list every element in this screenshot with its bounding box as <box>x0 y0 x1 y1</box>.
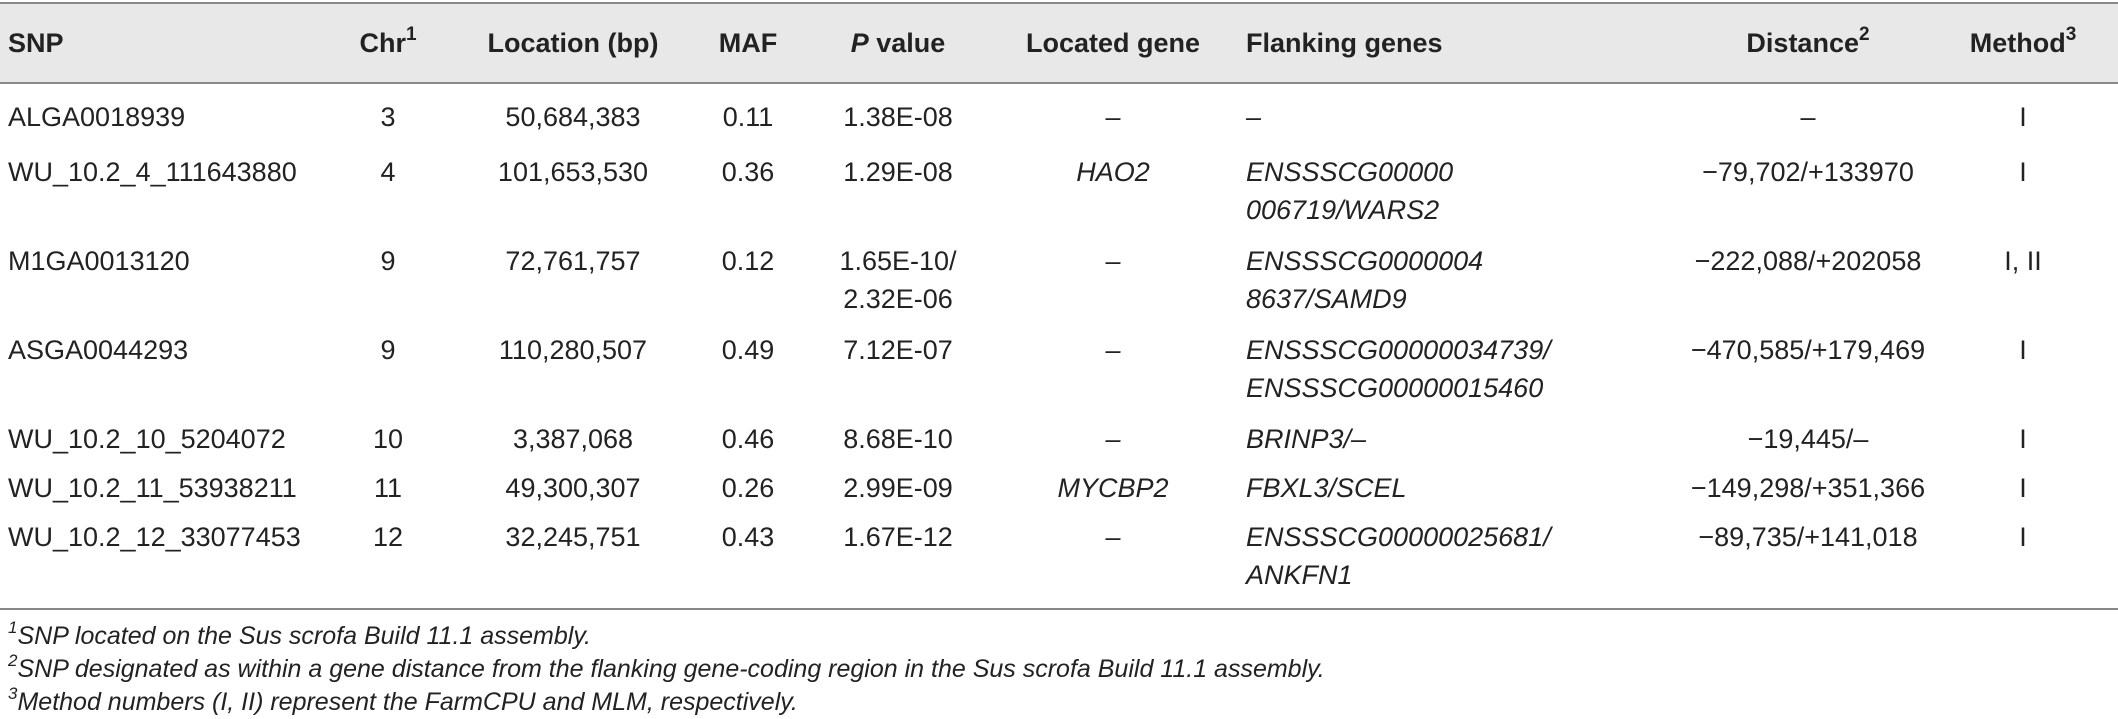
header-located-gene: Located gene <box>988 2 1238 84</box>
cell-snp: ALGA0018939 <box>8 102 186 132</box>
cell-flanking-genes: FBXL3/SCEL <box>1246 473 1407 503</box>
cell-located-gene: – <box>1105 102 1121 132</box>
cell-method: I, II <box>2004 246 2042 276</box>
header-distance: Distance2 <box>1688 2 1928 84</box>
header-flanking-genes: Flanking genes <box>1238 2 1688 84</box>
cell-flanking-genes: ENSSSCG00000025681/ANKFN1 <box>1238 511 1688 610</box>
cell-maf: 0.46 <box>721 424 775 454</box>
cell-maf: 0.11 <box>722 102 774 132</box>
table-body: ALGA0018939 3 50,684,383 0.11 1.38E-08 –… <box>0 83 2118 610</box>
cell-snp: WU_10.2_11_53938211 <box>8 473 297 503</box>
table-row: M1GA0013120 9 72,761,757 0.12 1.65E-10/2… <box>0 235 2118 324</box>
cell-located-gene: – <box>1105 424 1121 454</box>
cell-location: 72,761,757 <box>505 246 641 276</box>
cell-located-gene: HAO2 <box>1076 157 1150 187</box>
cell-location: 50,684,383 <box>505 102 641 132</box>
header-maf: MAF <box>688 2 808 84</box>
cell-located-gene: – <box>988 511 1238 610</box>
cell-maf: 0.43 <box>688 511 808 610</box>
footnote-2: 2SNP designated as within a gene distanc… <box>8 650 1325 683</box>
cell-chr: 10 <box>372 424 404 454</box>
header-chr: Chr1 <box>318 2 458 84</box>
table-row: WU_10.2_11_53938211 11 49,300,307 0.26 2… <box>0 462 2118 511</box>
cell-located-gene: MYCBP2 <box>1057 473 1169 503</box>
cell-location: 32,245,751 <box>458 511 688 610</box>
table-row: ALGA0018939 3 50,684,383 0.11 1.38E-08 –… <box>0 83 2118 146</box>
cell-distance: −222,088/+202058 <box>1694 246 1922 276</box>
cell-p-value: 1.67E-12 <box>808 511 988 610</box>
cell-located-gene: – <box>1105 246 1121 276</box>
header-snp: SNP <box>0 2 318 84</box>
cell-distance: −149,298/+351,366 <box>1690 473 1926 503</box>
cell-flanking-genes: ENSSSCG0000004 8637/SAMD9 <box>1246 246 1484 314</box>
cell-method: I <box>2019 424 2027 454</box>
cell-flanking-genes: BRINP3/– <box>1246 424 1367 454</box>
cell-distance: −470,585/+179,469 <box>1690 335 1926 365</box>
cell-maf: 0.49 <box>721 335 775 365</box>
cell-p-value: 1.29E-08 <box>843 157 953 187</box>
table-header: SNP Chr1 Location (bp) MAF P value Locat… <box>0 2 2118 84</box>
cell-method: I <box>2019 335 2027 365</box>
header-location: Location (bp) <box>458 2 688 84</box>
cell-maf: 0.26 <box>721 473 775 503</box>
cell-distance: – <box>1800 102 1816 132</box>
cell-chr: 12 <box>318 511 458 610</box>
footnote-3: 3Method numbers (I, II) represent the Fa… <box>8 683 798 716</box>
cell-chr: 3 <box>380 102 396 132</box>
cell-location: 49,300,307 <box>505 473 641 503</box>
cell-chr: 9 <box>380 335 396 365</box>
cell-location: 3,387,068 <box>512 424 634 454</box>
cell-chr: 4 <box>380 157 396 187</box>
cell-snp: WU_10.2_12_33077453 <box>0 511 318 610</box>
header-row: SNP Chr1 Location (bp) MAF P value Locat… <box>0 2 2118 84</box>
cell-location: 110,280,507 <box>498 335 648 365</box>
cell-method: I <box>2019 102 2027 132</box>
cell-snp: WU_10.2_4_111643880 <box>8 157 297 187</box>
table-footnotes: 1SNP located on the Sus scrofa Build 11.… <box>8 617 1325 719</box>
table-row: WU_10.2_4_111643880 4 101,653,530 0.36 1… <box>0 146 2118 235</box>
snp-table: SNP Chr1 Location (bp) MAF P value Locat… <box>0 2 2118 610</box>
cell-p-value: 8.68E-10 <box>843 424 953 454</box>
cell-chr: 11 <box>373 473 403 503</box>
cell-flanking-genes: ENSSSCG00000 006719/WARS2 <box>1246 157 1454 225</box>
snp-table-container: SNP Chr1 Location (bp) MAF P value Locat… <box>0 2 2118 610</box>
table-row: ASGA0044293 9 110,280,507 0.49 7.12E-07 … <box>0 324 2118 413</box>
cell-distance: −19,445/– <box>1747 424 1869 454</box>
cell-maf: 0.36 <box>721 157 775 187</box>
cell-method: I <box>1928 511 2118 610</box>
cell-distance: −79,702/+133970 <box>1702 157 1914 187</box>
cell-snp: ASGA0044293 <box>8 335 189 365</box>
cell-location: 101,653,530 <box>497 157 649 187</box>
cell-p-value: 7.12E-07 <box>843 335 953 365</box>
footnote-1: 1SNP located on the Sus scrofa Build 11.… <box>8 617 591 650</box>
cell-p-value: 1.38E-08 <box>843 102 953 132</box>
cell-snp: M1GA0013120 <box>8 246 190 276</box>
cell-snp: WU_10.2_10_5204072 <box>8 424 286 454</box>
table-row: WU_10.2_10_5204072 10 3,387,068 0.46 8.6… <box>0 413 2118 462</box>
cell-method: I <box>2019 157 2027 187</box>
cell-method: I <box>2019 473 2027 503</box>
cell-flanking-genes: ENSSSCG00000034739/ENSSSCG00000015460 <box>1246 335 1551 403</box>
cell-p-value: 1.65E-10/2.32E-06 <box>839 246 957 314</box>
cell-p-value: 2.99E-09 <box>843 473 953 503</box>
header-method: Method3 <box>1928 2 2118 84</box>
cell-located-gene: – <box>1105 335 1121 365</box>
header-p-value: P value <box>808 2 988 84</box>
table-row: WU_10.2_12_33077453 12 32,245,751 0.43 1… <box>0 511 2118 610</box>
cell-chr: 9 <box>380 246 396 276</box>
cell-distance: −89,735/+141,018 <box>1688 511 1928 610</box>
cell-flanking-genes: – <box>1246 102 1262 132</box>
cell-maf: 0.12 <box>721 246 775 276</box>
